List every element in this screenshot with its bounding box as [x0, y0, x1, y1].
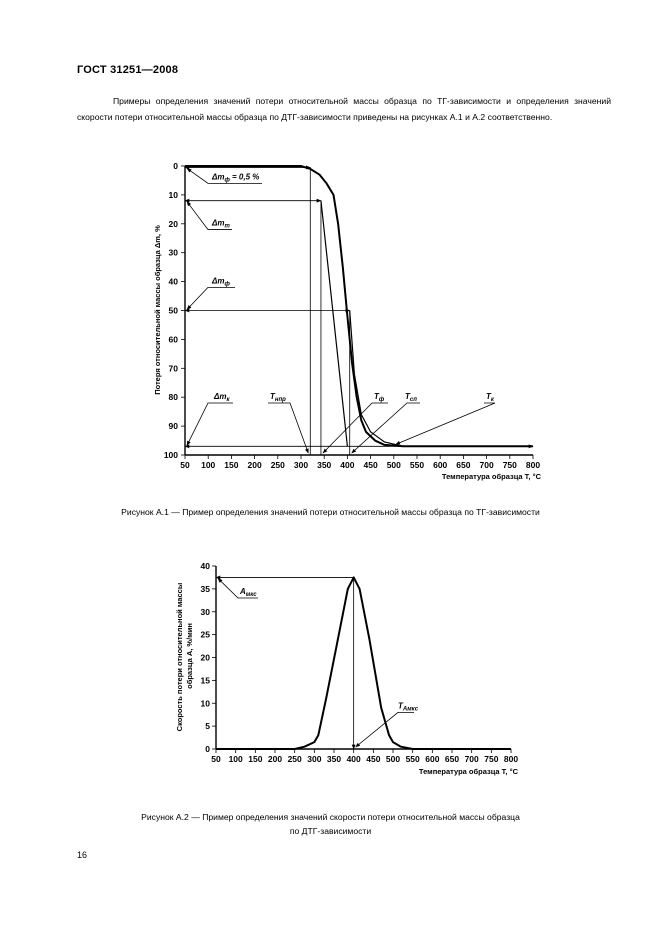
tg-label-dm05: Δmф = 0,5 %	[211, 172, 259, 183]
dtg-x-tick-label: 650	[445, 754, 459, 764]
tg-x-tick-label: 700	[480, 460, 494, 470]
dtg-y-axis-label-line1: Скорость потери относительной массы	[175, 583, 184, 732]
tg-y-tick-label: 90	[169, 421, 179, 431]
dtg-x-tick-label: 50	[211, 754, 221, 764]
dtg-y-tick-label: 30	[201, 607, 211, 617]
dtg-y-axis-label: Скорость потери относительной массы обра…	[175, 581, 194, 732]
dtg-x-tick-label: 450	[366, 754, 380, 764]
tg-label-dmf: Δmф	[211, 276, 230, 287]
dtg-x-tick-label: 100	[229, 754, 243, 764]
tg-y-tick-label: 80	[169, 392, 179, 402]
dtg-y-tick-label: 35	[201, 584, 211, 594]
tg-x-tick-label: 250	[271, 460, 285, 470]
dtg-x-tick-label: 800	[504, 754, 518, 764]
tg-label-tk: Tк	[486, 392, 495, 403]
tg-x-tick-label: 350	[317, 460, 331, 470]
page-number: 16	[77, 850, 88, 860]
dtg-leader-amax	[217, 578, 258, 599]
tg-x-tick-label: 500	[387, 460, 401, 470]
tg-x-tick-label: 450	[364, 460, 378, 470]
tg-label-tsp: Tсп	[405, 392, 417, 403]
tg-leader-dmk	[186, 402, 233, 446]
tg-y-axis-label: Потеря относительной массы образца Δm, %	[153, 225, 162, 395]
dtg-x-tick-label: 750	[484, 754, 498, 764]
dtg-x-tick-label: 500	[386, 754, 400, 764]
tg-x-tick-label: 800	[526, 460, 540, 470]
tg-x-tick-label: 50	[180, 460, 190, 470]
dtg-x-tick-label: 700	[465, 754, 479, 764]
dtg-curve	[216, 576, 511, 750]
figure-a2-caption: Рисунок А.2 — Пример определения значени…	[0, 810, 661, 838]
dtg-y-tick-label: 40	[201, 561, 211, 571]
tg-leader-tk	[395, 402, 496, 445]
dtg-y-axis-label-line2: образца A, %/мин	[185, 623, 194, 689]
tg-label-dmk: Δmк	[213, 392, 230, 403]
dtg-x-tick-label: 550	[406, 754, 420, 764]
tg-tangent-line	[320, 200, 348, 447]
tg-label-dmt: Δmт	[211, 219, 230, 230]
tg-leader-tsp	[351, 402, 420, 454]
dtg-chart: 0 5 10 15 20 25 30 35 40 50 100 150 200 250 300 350 400 4…	[175, 561, 519, 776]
figure-a1-caption: Рисунок А.1 — Пример определения значени…	[121, 507, 540, 517]
tg-y-tick-label: 0	[173, 161, 178, 171]
dtg-y-tick-label: 0	[205, 744, 210, 754]
dtg-x-tick-label: 400	[347, 754, 361, 764]
tg-y-tick-label: 30	[169, 248, 179, 258]
tg-x-tick-label: 300	[294, 460, 308, 470]
dtg-x-tick-label: 350	[327, 754, 341, 764]
dtg-x-tick-label: 150	[248, 754, 262, 764]
tg-y-tick-label: 50	[169, 306, 179, 316]
tg-x-tick-label: 200	[248, 460, 262, 470]
intro-paragraph: Примеры определения значений потери отно…	[77, 94, 611, 125]
tg-y-tick-label: 40	[169, 277, 179, 287]
tg-y-tick-label: 100	[164, 450, 178, 460]
figure-a2-caption-line2: по ДТГ-зависимости	[289, 826, 372, 836]
tg-leader-dm05	[186, 168, 262, 184]
tg-label-tnpr: Tнпр	[270, 392, 286, 403]
dtg-y-tick-label: 10	[201, 698, 211, 708]
tg-x-tick-label: 100	[201, 460, 215, 470]
intro-text: Примеры определения значений потери отно…	[77, 96, 611, 122]
tg-x-axis-label: Температура образца T, °C	[442, 472, 542, 481]
dtg-x-tick-label: 200	[268, 754, 282, 764]
dtg-y-tick-label: 20	[201, 653, 211, 663]
tg-tangent-curve	[349, 310, 533, 447]
dtg-label-tamax: TAмкс	[398, 701, 419, 712]
tg-leader-tf	[322, 402, 388, 454]
dtg-y-tick-label: 25	[201, 630, 211, 640]
dtg-x-tick-label: 300	[307, 754, 321, 764]
tg-y-tick-label: 70	[169, 363, 179, 373]
dtg-x-axis-label: Температура образца T, °C	[419, 767, 519, 776]
document-header: ГОСТ 31251—2008	[77, 64, 179, 76]
dtg-y-tick-label: 5	[205, 721, 210, 731]
tg-y-tick-label: 20	[169, 219, 179, 229]
tg-leader-tnpr	[268, 402, 309, 454]
dtg-x-tick-label: 250	[288, 754, 302, 764]
tg-x-tick-label: 600	[433, 460, 447, 470]
tg-leader-dmt	[186, 201, 232, 230]
dtg-y-tick-label: 15	[201, 675, 211, 685]
tg-leader-dmf	[186, 286, 235, 310]
tg-x-tick-label: 400	[340, 460, 354, 470]
tg-label-tf: Tф	[374, 392, 385, 403]
tg-y-tick-label: 10	[169, 190, 179, 200]
tg-x-tick-label: 650	[456, 460, 470, 470]
tg-y-tick-label: 60	[169, 334, 179, 344]
tg-x-tick-label: 150	[224, 460, 238, 470]
tg-x-tick-label: 550	[410, 460, 424, 470]
dtg-x-tick-label: 600	[425, 754, 439, 764]
dtg-label-amax: Aмкс	[239, 587, 257, 598]
tg-x-tick-label: 750	[503, 460, 517, 470]
dtg-leader-tamax	[355, 711, 414, 748]
figure-a2-caption-line1: Рисунок А.2 — Пример определения значени…	[141, 812, 520, 822]
